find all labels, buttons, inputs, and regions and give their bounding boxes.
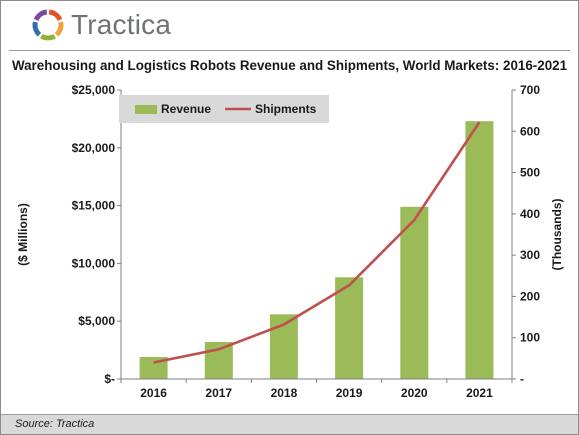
header-divider [9,50,570,51]
source-note: Source: Tractica [15,418,95,430]
x-tick-label: 2021 [466,386,493,400]
y-left-tick-label: $10,000 [72,256,116,270]
brand-logo: Tractica [31,8,171,42]
footer-bar: Source: Tractica [1,414,578,434]
y-right-tick-label: 500 [520,166,540,180]
y-left-tick-label: $20,000 [72,141,116,155]
y-right-tick-label: 400 [520,207,540,221]
tractica-logo-icon [32,9,64,41]
x-tick-label: 2019 [336,386,363,400]
logo-arc-segment [40,33,56,41]
y-right-tick-label: 100 [520,331,540,345]
y-left-tick-label: $5,000 [78,314,115,328]
y-left-axis-title: ($ Millions) [16,203,30,266]
y-right-tick-label: 600 [520,124,540,138]
logo-arc-segment [33,9,48,22]
x-tick-label: 2017 [205,386,232,400]
x-tick-label: 2018 [271,386,298,400]
logo-arc-segment [54,21,64,37]
revenue-bar [400,206,429,379]
logo-arc-segment [32,21,42,37]
y-right-axis-title: (Thousands) [550,199,564,271]
revenue-bar [465,121,494,379]
legend-revenue-swatch [135,105,157,114]
y-right-tick-label: 300 [520,248,540,262]
y-left-tick-label: $25,000 [72,83,116,97]
legend-revenue-label: Revenue [161,102,211,116]
revenue-bar [335,277,364,379]
x-tick-label: 2016 [140,386,167,400]
y-right-tick-label: 700 [520,83,540,97]
chart-title: Warehousing and Logistics Robots Revenue… [11,58,568,73]
y-right-tick-label: 200 [520,289,540,303]
shipments-line [153,121,481,364]
revenue-bar [204,342,233,379]
revenue-bar [139,357,168,379]
logo-arc-segment [48,9,63,22]
brand-name: Tractica [71,9,172,40]
y-left-tick-label: $- [104,372,115,386]
legend-shipments-label: Shipments [255,102,317,116]
x-tick-label: 2020 [401,386,428,400]
y-right-tick-label: - [520,372,524,386]
y-left-tick-label: $15,000 [72,199,116,213]
